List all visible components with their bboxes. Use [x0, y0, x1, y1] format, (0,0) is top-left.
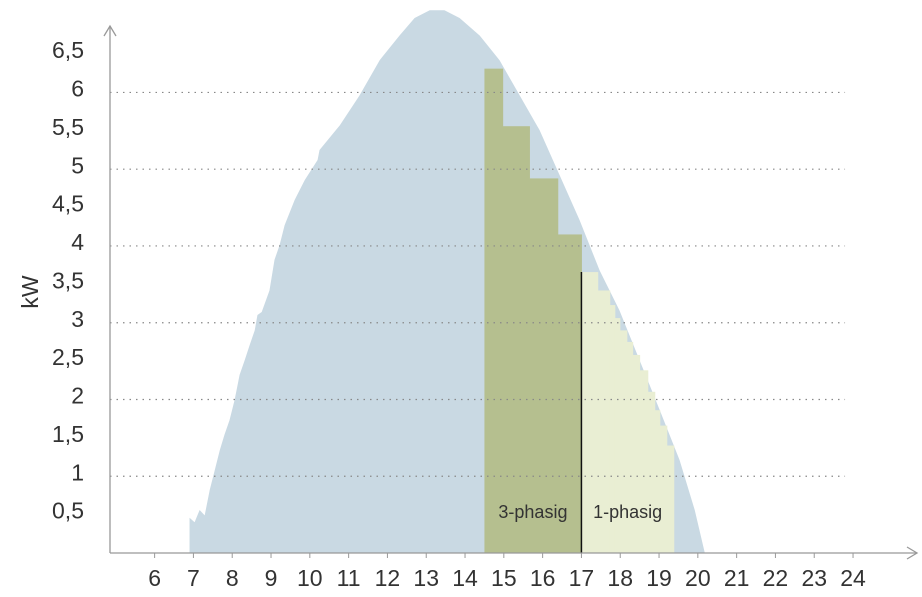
x-tick-label: 9 — [265, 565, 278, 591]
step-bar — [502, 126, 530, 553]
series-label: 3-phasig — [498, 502, 567, 522]
x-axis-arrow — [906, 546, 919, 560]
y-tick-label: 5 — [71, 152, 84, 178]
step-bar — [639, 370, 649, 553]
x-tick-label: 11 — [337, 565, 361, 591]
x-tick-label: 23 — [801, 565, 827, 591]
y-tick-label: 4,5 — [52, 191, 84, 217]
x-tick-label: 18 — [607, 565, 633, 591]
y-tick-label: 0,5 — [52, 498, 84, 524]
step-bar — [626, 341, 634, 553]
x-tick-label: 21 — [724, 565, 750, 591]
series-label: 1-phasig — [593, 502, 662, 522]
x-tick-label: 14 — [452, 565, 478, 591]
step-bar — [597, 290, 611, 553]
x-tick-label: 17 — [569, 565, 595, 591]
x-tick-label: 7 — [187, 565, 200, 591]
x-tick-label: 24 — [840, 565, 866, 591]
y-axis-label: kW — [17, 275, 43, 309]
y-tick-label: 5,5 — [52, 114, 84, 140]
y-tick-label: 3,5 — [52, 267, 84, 293]
step-bar — [632, 354, 641, 553]
x-tick-label: 13 — [413, 565, 439, 591]
y-tick-label: 1,5 — [52, 421, 84, 447]
step-bar — [484, 68, 504, 554]
x-tick-label: 12 — [375, 565, 401, 591]
y-tick-label: 1 — [71, 459, 84, 485]
step-bar — [654, 410, 661, 553]
x-tick-label: 8 — [226, 565, 239, 591]
step-bar — [581, 272, 599, 553]
x-tick-label: 6 — [148, 565, 161, 591]
step-bar — [659, 425, 668, 553]
step-bar — [557, 234, 582, 553]
y-tick-label: 6,5 — [52, 37, 84, 63]
step-bar — [647, 391, 656, 553]
y-tick-label: 4 — [71, 229, 84, 255]
y-tick-label: 2,5 — [52, 344, 84, 370]
step-bar — [666, 445, 675, 553]
x-tick-label: 19 — [646, 565, 672, 591]
x-tick-label: 15 — [491, 565, 517, 591]
step-bar — [614, 318, 621, 553]
x-tick-label: 16 — [530, 565, 556, 591]
y-tick-label: 3 — [71, 306, 84, 332]
step-bar — [529, 178, 559, 553]
step-bar — [609, 305, 616, 553]
step-bar — [619, 330, 628, 553]
x-tick-label: 22 — [763, 565, 789, 591]
y-axis-arrow — [103, 24, 117, 37]
y-tick-label: 2 — [71, 383, 84, 409]
x-tick-label: 10 — [297, 565, 323, 591]
x-tick-label: 20 — [685, 565, 711, 591]
y-tick-label: 6 — [71, 76, 84, 102]
